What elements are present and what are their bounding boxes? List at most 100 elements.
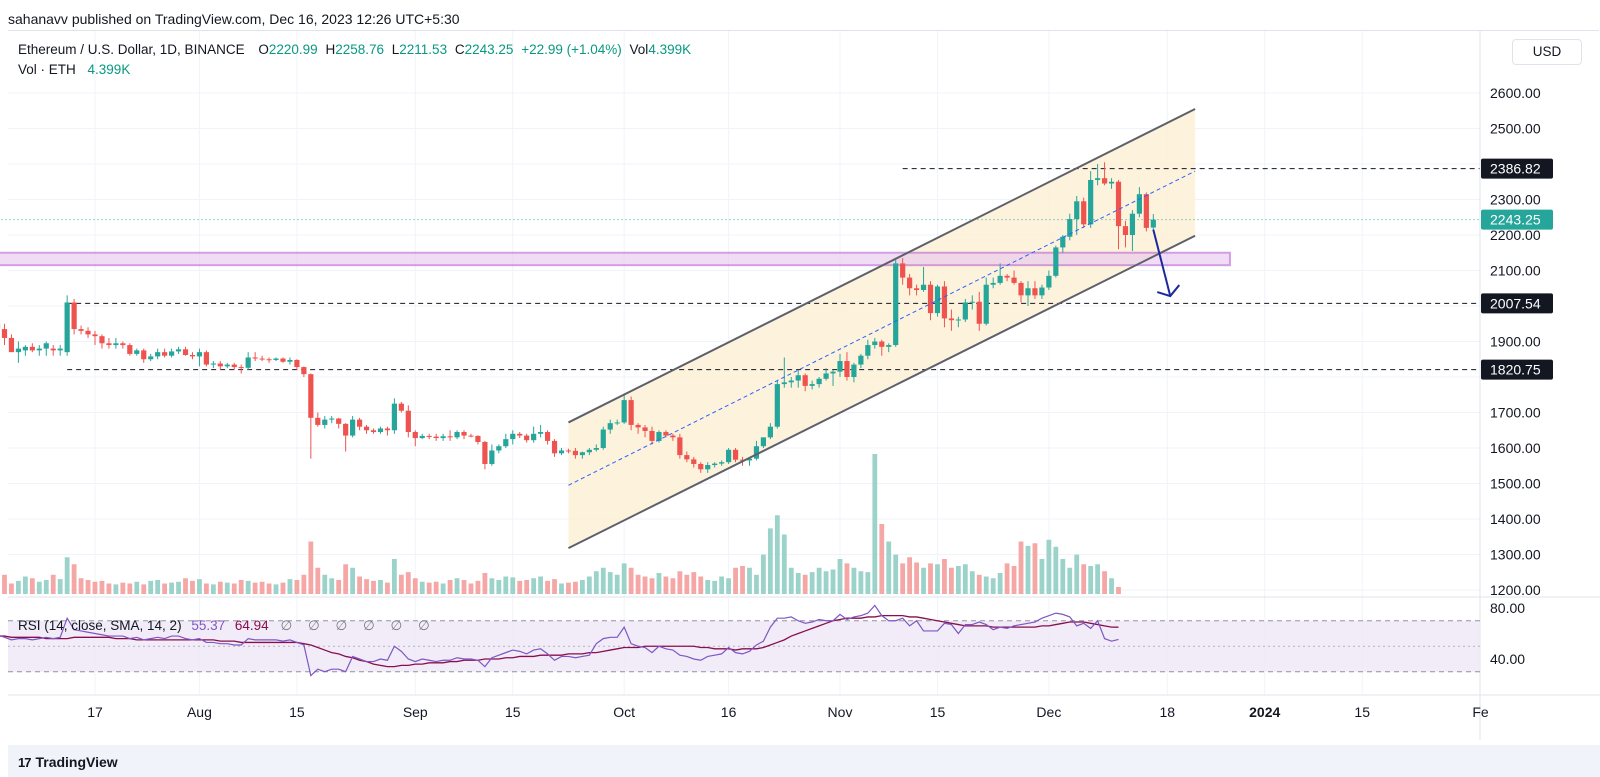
candle-body (238, 367, 244, 369)
candle-body (15, 348, 22, 353)
candle-body (496, 446, 502, 451)
rsi-sma-value: 64.94 (234, 618, 269, 633)
candle-body (1122, 226, 1129, 235)
volume-bar (872, 454, 878, 594)
candle-body (781, 382, 787, 385)
candle-body (900, 263, 906, 278)
candle-body (816, 378, 822, 385)
volume-bar (851, 567, 857, 594)
candle-body (343, 423, 349, 436)
open-label: O (258, 42, 269, 57)
volume-bar (127, 583, 133, 594)
price-tick-label: 1700.00 (1490, 405, 1541, 421)
price-label-badge (1481, 158, 1553, 179)
volume-bar (517, 580, 523, 594)
time-tick-label: 17 (87, 704, 103, 720)
candle-body (57, 348, 63, 351)
volume-bar (844, 563, 850, 594)
volume-bar (329, 578, 335, 594)
volume-bar (677, 571, 683, 594)
volume-bar (378, 580, 383, 594)
volume-bar (566, 582, 571, 594)
volume-bar (454, 578, 460, 594)
volume-bar (371, 580, 376, 594)
candle-body (990, 282, 996, 285)
volume-bar (294, 580, 300, 594)
volume-bar (1025, 545, 1031, 594)
volume-bar (524, 580, 530, 594)
price-chart[interactable]: 2600.00 2500.00 2300.00 2200.00 2100.00 1900.… (0, 0, 1600, 745)
volume-bar (1095, 564, 1101, 594)
candle-body (1101, 178, 1108, 184)
candle-body (879, 341, 885, 347)
candle-body (572, 450, 579, 456)
volume-bar (259, 581, 265, 594)
time-tick-label: 15 (930, 704, 946, 720)
time-tick-label: Aug (187, 704, 212, 720)
volume-bar (761, 554, 766, 594)
volume-bar (858, 571, 864, 594)
candle-body (969, 301, 975, 303)
candle-body (203, 352, 210, 365)
low-label: L (391, 42, 400, 57)
volume-bar (120, 582, 126, 594)
candle-body (36, 348, 42, 351)
candle-body (858, 355, 864, 365)
volume-bar (719, 576, 725, 594)
volume-row-label[interactable]: Vol · ETH (18, 62, 76, 77)
candle-body (551, 440, 558, 454)
volume-bar (482, 573, 488, 594)
volume-bar (336, 580, 342, 594)
candle-body (677, 437, 683, 456)
rsi-tick-label: 80.00 (1490, 600, 1525, 616)
volume-bar (106, 583, 112, 594)
volume-bar (489, 578, 495, 594)
volume-bar (802, 574, 808, 594)
candle-body (196, 352, 203, 357)
rsi-line (0, 604, 1119, 677)
candle-body (753, 446, 760, 459)
tradingview-brand[interactable]: 17 TradingView (18, 754, 118, 770)
volume-bar (621, 563, 627, 594)
candle-body (705, 465, 711, 470)
candle-body (1108, 181, 1115, 184)
volume-bar (217, 581, 223, 594)
time-tick-label: Nov (828, 704, 853, 720)
time-tick-label: 15 (505, 704, 521, 720)
volume-legend: Vol · ETH 4.399K (18, 62, 134, 77)
volume-bar (670, 578, 676, 594)
volume-bar (238, 580, 244, 594)
candle-body (579, 452, 585, 456)
volume-bar (169, 582, 174, 594)
candle-body (607, 423, 613, 430)
publish-line: sahanavv published on TradingView.com, D… (8, 11, 460, 27)
currency-button[interactable]: USD (1512, 39, 1582, 65)
candle-body (642, 427, 648, 431)
price-label-text: 2243.25 (1490, 212, 1541, 228)
rsi-label[interactable]: RSI (14, close, SMA, 14, 2) (18, 618, 182, 633)
volume-bar (886, 541, 892, 594)
volume-bar (879, 524, 885, 594)
arrow-head-icon (1156, 284, 1181, 298)
volume-bar (162, 583, 168, 594)
rsi-tick-label: 40.00 (1490, 651, 1525, 667)
candle-body (482, 441, 488, 464)
volume-bar (942, 559, 947, 594)
volume-bar (78, 578, 84, 594)
candle-body (329, 418, 335, 420)
candle-body (22, 346, 28, 351)
volume-bar (949, 567, 954, 594)
candle-body (78, 329, 84, 331)
candle-body (377, 428, 384, 433)
volume-bar (969, 571, 975, 594)
volume-bar (43, 580, 49, 594)
volume-bar (22, 576, 28, 594)
candle-body (649, 430, 655, 441)
candle-body (398, 403, 404, 411)
candle-body (210, 363, 216, 365)
symbol-label[interactable]: Ethereum / U.S. Dollar, 1D, BINANCE (18, 42, 245, 57)
volume-bar (475, 580, 481, 594)
volume-bar (266, 583, 272, 594)
volume-bar (1053, 546, 1059, 594)
high-value: 2258.76 (335, 42, 384, 57)
